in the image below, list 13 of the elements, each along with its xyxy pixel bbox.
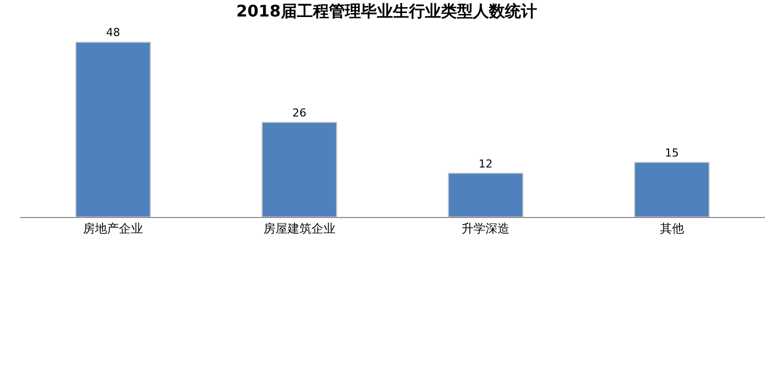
bar: [634, 162, 710, 217]
bar: [262, 122, 338, 217]
bar: [448, 172, 524, 217]
x-tick-label: 房屋建筑企业: [263, 221, 336, 236]
data-label: 12: [478, 157, 493, 170]
data-label: 48: [106, 26, 120, 40]
chart-title: 2018届工程管理毕业生行业类型人数统计: [236, 2, 537, 21]
x-tick-label: 升学深造: [462, 221, 510, 236]
data-label: 15: [664, 146, 679, 160]
x-tick-label: 房地产企业: [83, 221, 144, 236]
x-tick-label: 其他: [660, 221, 684, 236]
bar: [75, 42, 151, 217]
data-label: 26: [292, 106, 306, 120]
